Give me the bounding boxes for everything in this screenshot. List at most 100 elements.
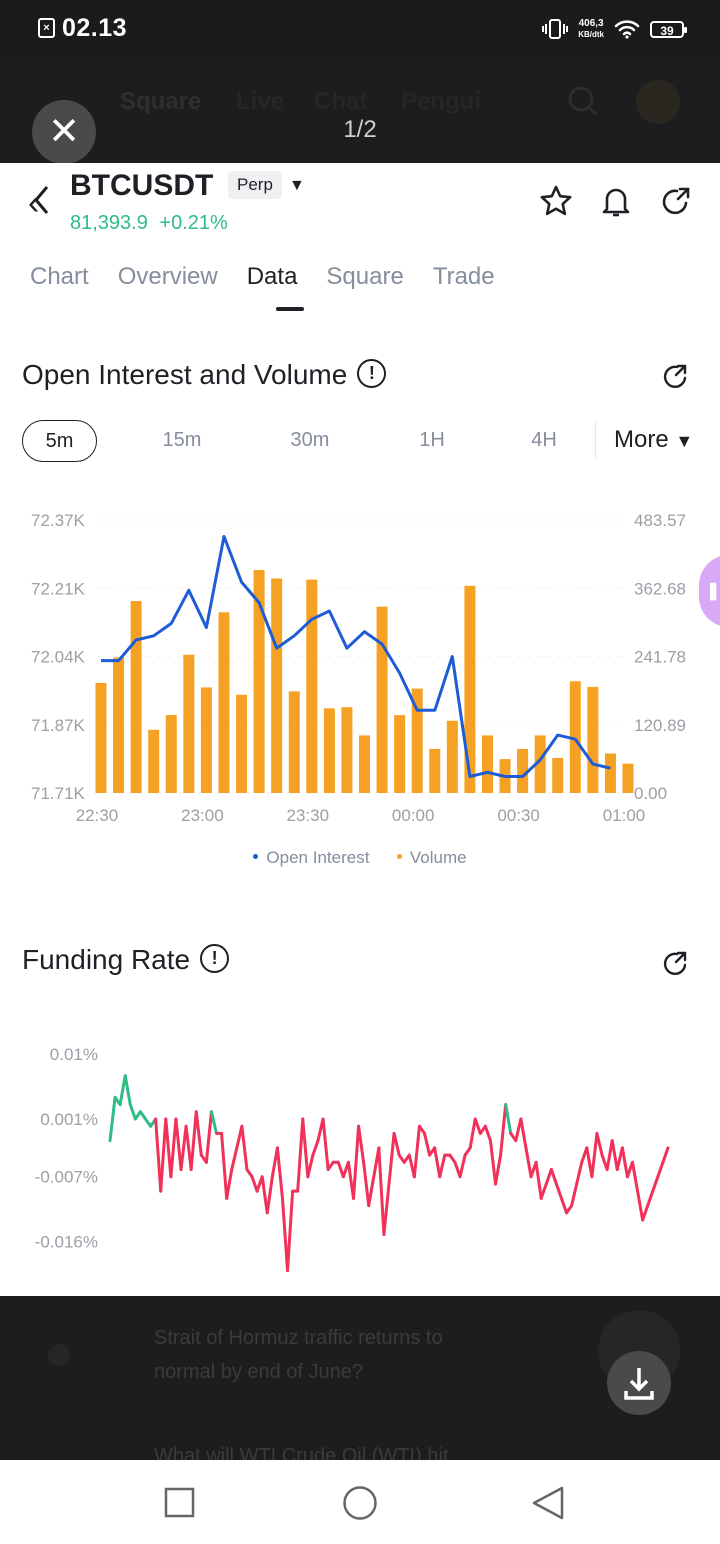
system-nav-bar <box>0 1460 720 1544</box>
volume-bar <box>604 753 616 793</box>
oi-left-tick: 72.21K <box>31 579 86 598</box>
symbol-dropdown-icon[interactable]: ▼ <box>289 177 305 194</box>
volume-bar <box>359 735 370 793</box>
bg-tab-square: Square <box>120 88 202 115</box>
funding-rate-segment <box>357 1124 366 1164</box>
oi-left-tick: 71.71K <box>31 784 86 803</box>
oi-title-text: Open Interest and Volume <box>22 359 348 390</box>
funding-rate-segment <box>554 1182 563 1200</box>
volume-bar <box>411 688 423 793</box>
funding-rate-segment <box>265 1175 274 1215</box>
funding-rate-segment <box>194 1110 203 1157</box>
tab-square[interactable]: Square <box>326 263 404 290</box>
oi-expand-icon[interactable] <box>660 361 690 391</box>
more-intervals-button[interactable]: More ▼ <box>614 420 693 460</box>
active-tab-indicator <box>276 307 304 311</box>
recents-icon[interactable] <box>164 1487 196 1519</box>
funding-rate-segment <box>392 1131 401 1157</box>
home-icon[interactable] <box>342 1485 378 1521</box>
funding-rate-segment <box>159 1117 168 1193</box>
funding-y-tick: 0.01% <box>50 1045 98 1064</box>
oi-right-tick: 483.57 <box>634 511 686 530</box>
funding-rate-segment <box>209 1110 219 1135</box>
back-nav-icon[interactable] <box>530 1485 566 1521</box>
funding-info-icon[interactable]: ! <box>200 944 230 974</box>
oi-x-tick: 23:30 <box>287 806 330 825</box>
funding-rate-segment <box>154 1117 163 1193</box>
funding-rate-segment <box>164 1117 173 1179</box>
tab-trade[interactable]: Trade <box>432 263 495 290</box>
funding-rate-segment <box>382 1182 391 1236</box>
oi-section-title: Open Interest and Volume! <box>22 359 387 391</box>
funding-rate-segment <box>473 1117 482 1135</box>
funding-rate-segment <box>311 1139 320 1157</box>
funding-rate-segment <box>499 1103 508 1157</box>
back-icon[interactable]: ‹ <box>28 184 40 222</box>
interval-4h[interactable]: 4H <box>531 429 557 451</box>
status-bar: × 02.13 406,3 KB/dtk 39 <box>0 0 720 58</box>
funding-rate-segment <box>539 1182 548 1200</box>
oi-x-tick: 23:00 <box>181 806 224 825</box>
info-icon[interactable]: ! <box>357 359 387 389</box>
funding-rate-segment <box>260 1175 269 1215</box>
vibrate-icon <box>542 19 569 39</box>
volume-bar <box>446 720 458 793</box>
volume-bar <box>534 735 546 793</box>
funding-rate-segment <box>458 1153 467 1179</box>
last-price: 81,393.9 <box>70 212 148 234</box>
battery-icon: 39 <box>650 20 687 38</box>
more-label: More <box>614 426 669 453</box>
back-chevron-icon[interactable] <box>30 183 52 217</box>
bg-search-icon <box>568 86 599 117</box>
tab-overview[interactable]: Overview <box>117 263 218 290</box>
volume-bar <box>236 694 248 793</box>
volume-bar <box>464 585 476 793</box>
funding-rate-segment <box>179 1124 188 1172</box>
volume-bar <box>552 757 564 793</box>
funding-expand-icon[interactable] <box>660 948 690 978</box>
perp-badge[interactable]: Perp <box>228 171 282 199</box>
volume-bar <box>95 682 107 793</box>
download-button[interactable] <box>607 1351 671 1415</box>
funding-rate-segment <box>519 1117 528 1150</box>
bg-feed-icon <box>48 1344 70 1366</box>
tab-data[interactable]: Data <box>246 263 298 290</box>
volume-bar <box>183 654 195 793</box>
funding-rate-segment <box>412 1124 421 1179</box>
funding-rate-segment <box>661 1146 670 1164</box>
funding-rate-segment <box>575 1160 584 1186</box>
volume-bar <box>587 686 599 793</box>
interval-30m[interactable]: 30m <box>290 429 330 451</box>
oi-x-tick: 00:00 <box>392 806 435 825</box>
favorite-star-icon[interactable] <box>538 183 574 219</box>
funding-rate-segment <box>321 1117 330 1172</box>
funding-rate-segment <box>483 1124 492 1143</box>
volume-bar <box>429 748 441 793</box>
screenshot-notification-icon: × <box>38 18 55 38</box>
interval-15m[interactable]: 15m <box>162 429 202 451</box>
funding-title-text: Funding Rate <box>22 944 191 975</box>
volume-bar <box>569 681 581 793</box>
legend-open-interest: Open Interest <box>266 848 370 867</box>
wifi-icon <box>614 20 640 39</box>
funding-rate-segment <box>336 1160 345 1179</box>
oi-x-tick: 22:30 <box>76 806 119 825</box>
tab-chart[interactable]: Chart <box>30 263 89 290</box>
funding-rate-segment <box>225 1168 234 1200</box>
close-viewer-button[interactable]: ✕ <box>32 100 96 164</box>
price-line: 81,393.9 +0.21% <box>70 212 228 235</box>
volume-bar <box>341 707 353 793</box>
volume-bar <box>130 601 142 793</box>
funding-rate-segment <box>468 1117 477 1150</box>
volume-bar <box>376 606 388 793</box>
floating-assistant-button[interactable]: ❚❚ <box>699 555 720 627</box>
status-time: 02.13 <box>62 14 128 42</box>
price-change: +0.21% <box>159 212 228 234</box>
funding-rate-segment <box>387 1131 396 1186</box>
volume-bar <box>271 578 283 793</box>
share-icon[interactable] <box>658 183 694 219</box>
funding-rate-segment <box>367 1175 376 1208</box>
interval-1h[interactable]: 1H <box>419 429 445 451</box>
bell-icon[interactable] <box>598 183 634 219</box>
interval-5m[interactable]: 5m <box>22 420 97 462</box>
